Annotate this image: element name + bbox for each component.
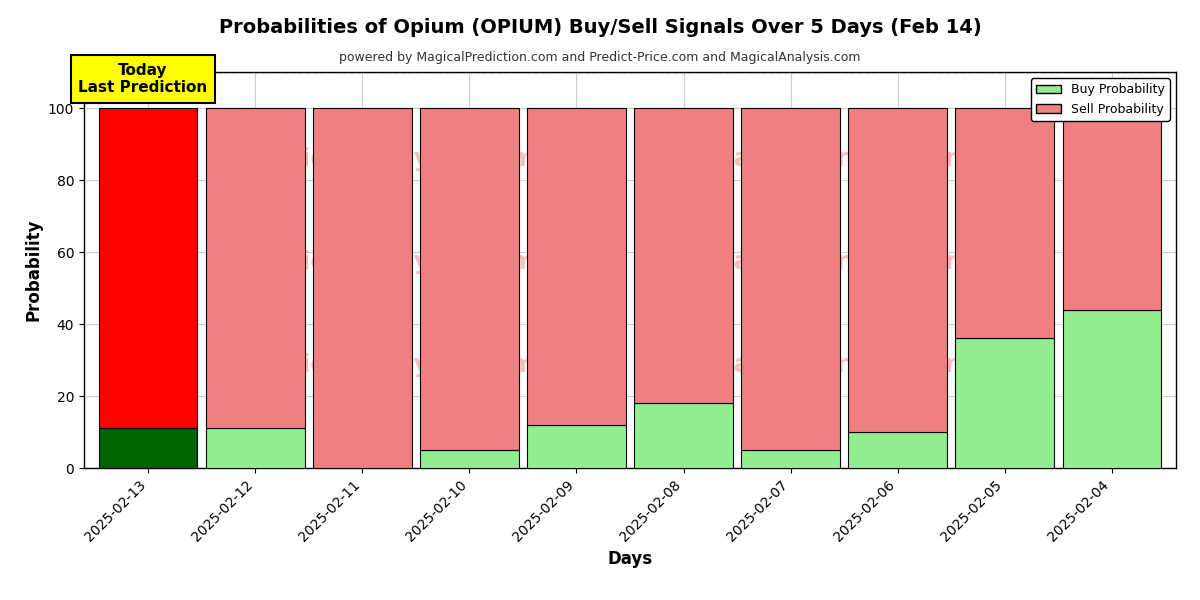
Text: MagicalPrediction.com: MagicalPrediction.com bbox=[709, 353, 1031, 377]
X-axis label: Days: Days bbox=[607, 550, 653, 568]
Bar bbox=[313, 108, 412, 468]
Bar bbox=[206, 428, 305, 468]
Bar bbox=[848, 108, 947, 432]
Bar bbox=[1062, 108, 1162, 310]
Y-axis label: Probability: Probability bbox=[24, 219, 42, 321]
Text: MagicalPrediction.com: MagicalPrediction.com bbox=[709, 250, 1031, 274]
Bar bbox=[848, 432, 947, 468]
Text: Today
Last Prediction: Today Last Prediction bbox=[78, 63, 208, 95]
Bar bbox=[742, 450, 840, 468]
Text: Probabilities of Opium (OPIUM) Buy/Sell Signals Over 5 Days (Feb 14): Probabilities of Opium (OPIUM) Buy/Sell … bbox=[218, 18, 982, 37]
Bar bbox=[98, 428, 198, 468]
Bar bbox=[527, 108, 625, 425]
Text: MagicalAnalysis.com: MagicalAnalysis.com bbox=[242, 353, 536, 377]
Bar bbox=[635, 403, 733, 468]
Bar bbox=[206, 108, 305, 428]
Bar bbox=[98, 108, 198, 428]
Bar bbox=[742, 108, 840, 450]
Bar bbox=[955, 108, 1054, 338]
Bar bbox=[420, 450, 518, 468]
Text: MagicalPrediction.com: MagicalPrediction.com bbox=[709, 147, 1031, 171]
Bar bbox=[527, 425, 625, 468]
Bar bbox=[955, 338, 1054, 468]
Text: MagicalAnalysis.com: MagicalAnalysis.com bbox=[242, 147, 536, 171]
Text: powered by MagicalPrediction.com and Predict-Price.com and MagicalAnalysis.com: powered by MagicalPrediction.com and Pre… bbox=[340, 51, 860, 64]
Legend: Buy Probability, Sell Probability: Buy Probability, Sell Probability bbox=[1031, 78, 1170, 121]
Bar bbox=[420, 108, 518, 450]
Bar bbox=[1062, 310, 1162, 468]
Bar bbox=[635, 108, 733, 403]
Text: MagicalAnalysis.com: MagicalAnalysis.com bbox=[242, 250, 536, 274]
